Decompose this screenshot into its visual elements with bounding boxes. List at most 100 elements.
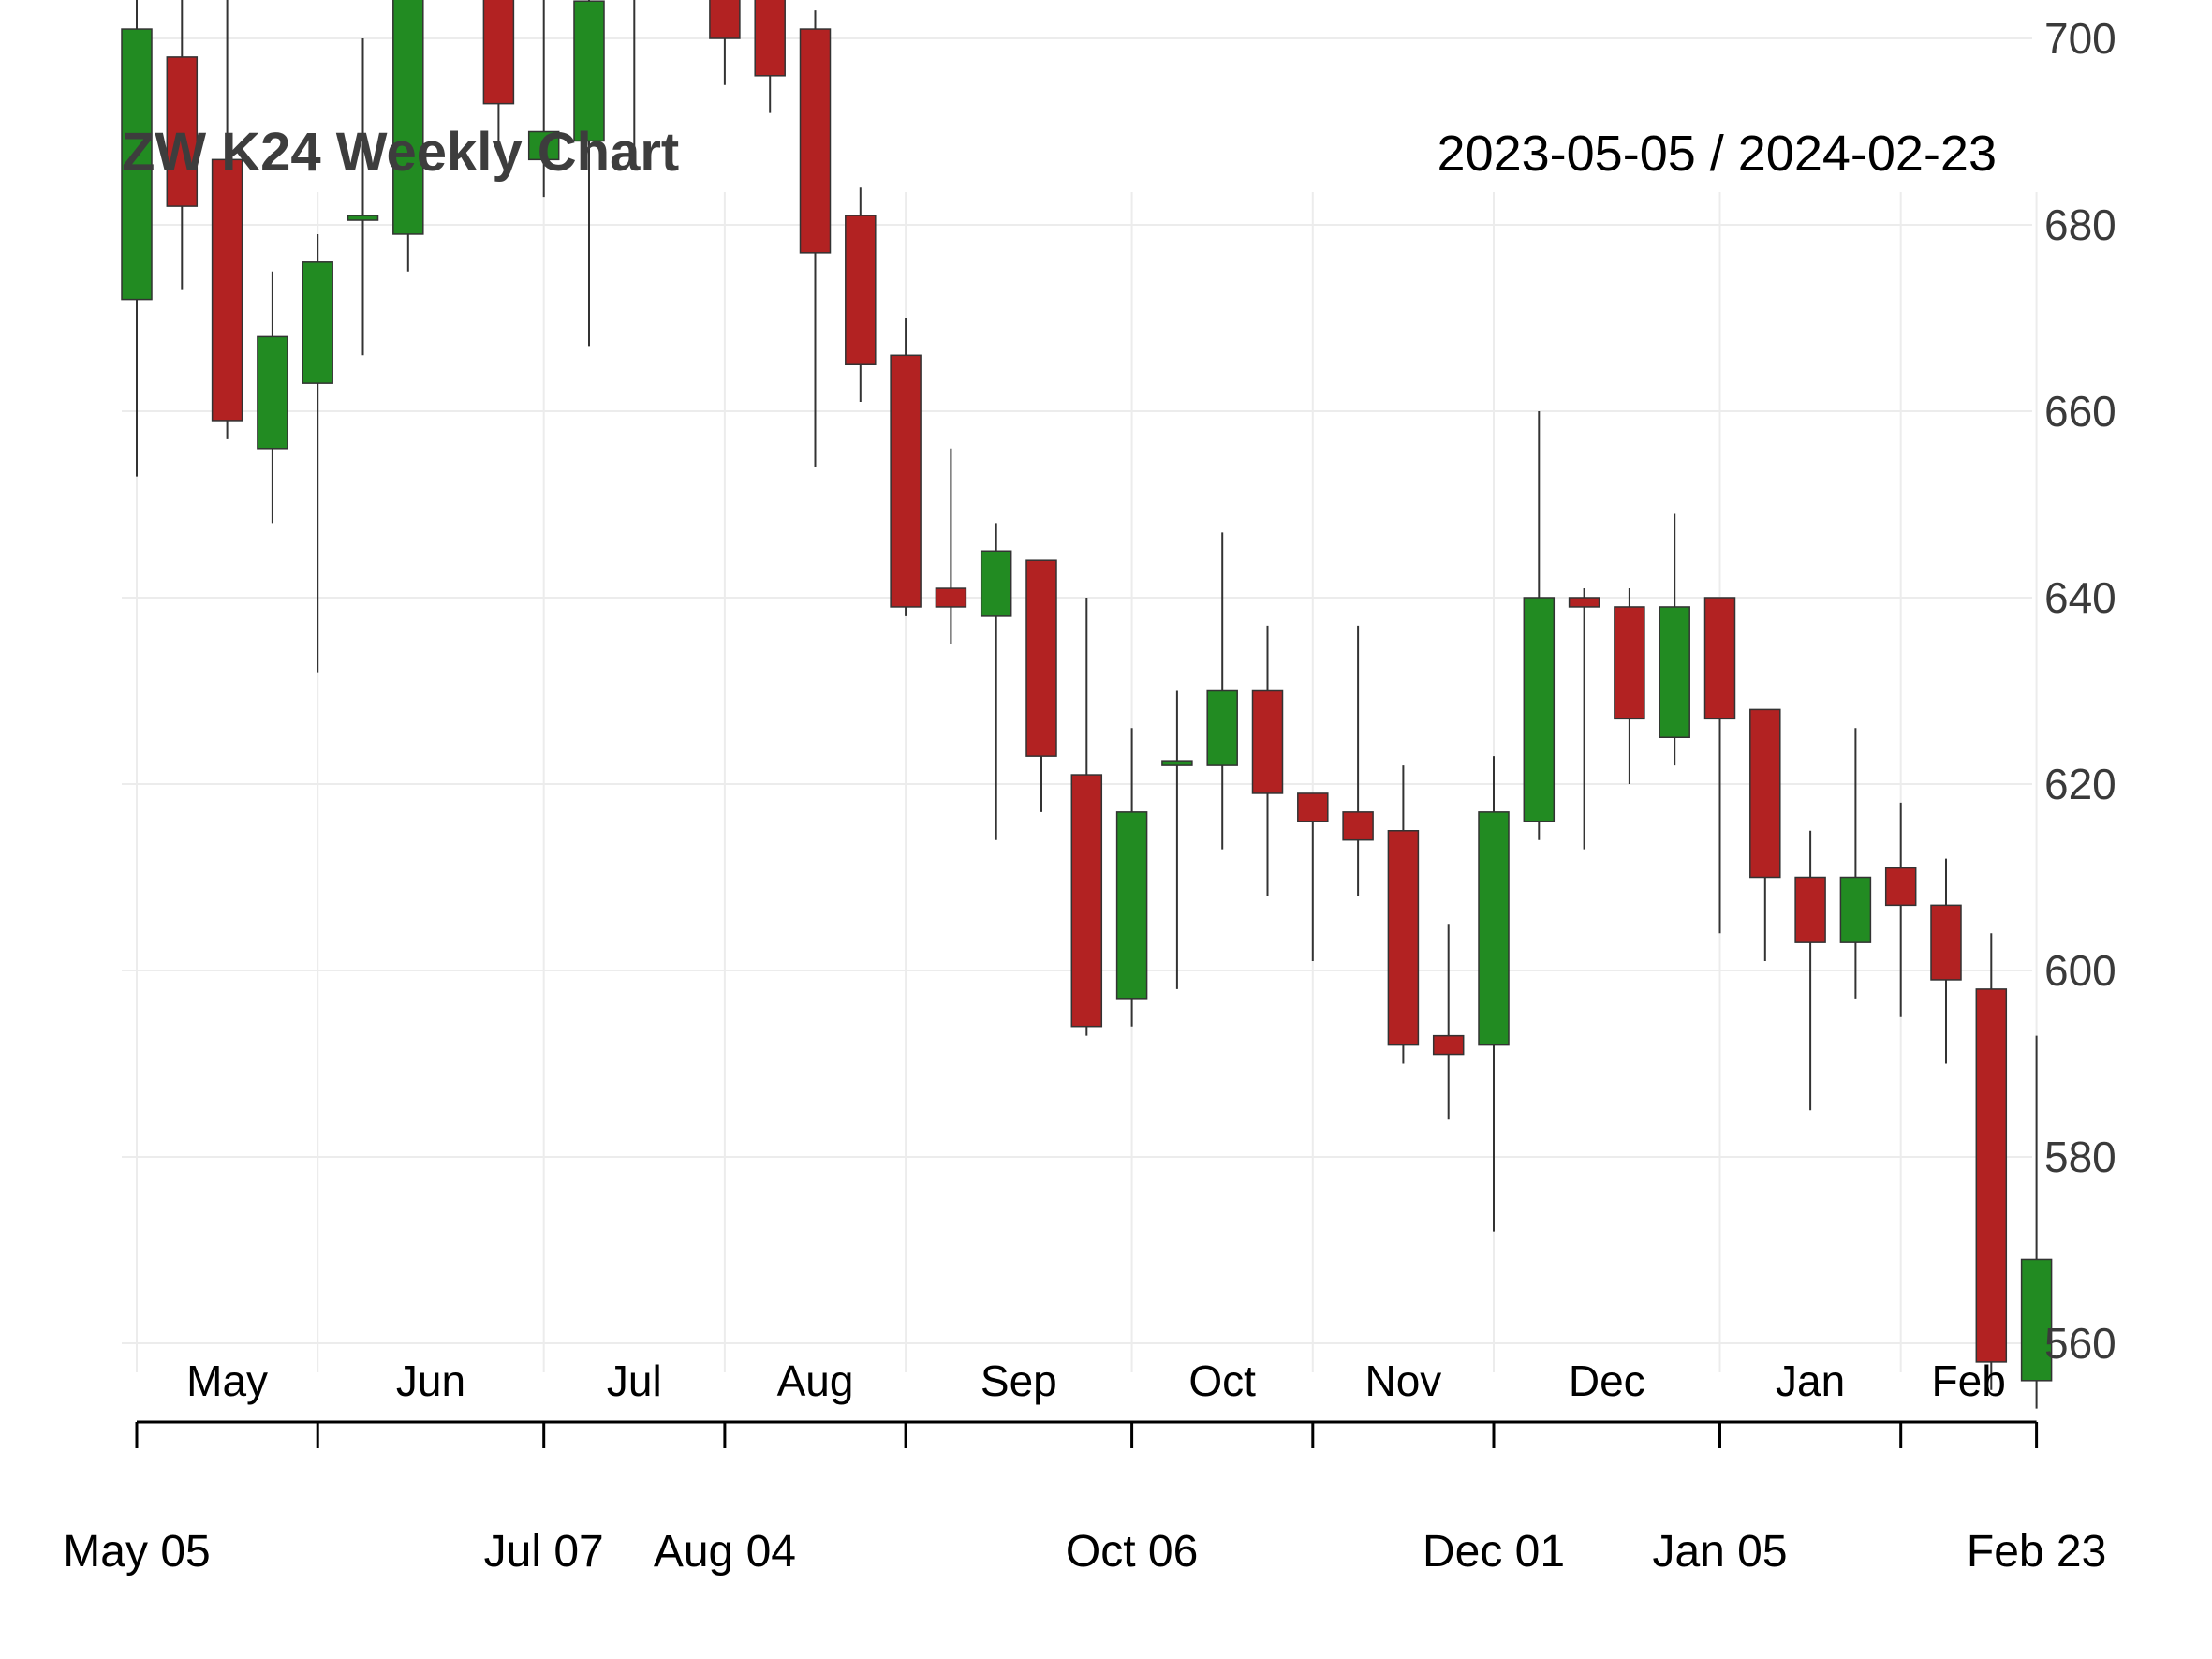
month-label: Dec (1569, 1356, 1645, 1405)
candle-body-down (935, 587, 967, 608)
candle (1703, 597, 1736, 934)
candle (1749, 708, 1781, 962)
candle-body-down (1387, 830, 1420, 1046)
candle-body-up (1115, 811, 1148, 1000)
candle-body-down (1703, 597, 1736, 720)
candle (1070, 598, 1103, 1036)
month-label: Sep (981, 1356, 1057, 1405)
candle-body-up (1206, 689, 1238, 766)
candle-body-down (1297, 792, 1329, 822)
month-label: Jul (607, 1356, 662, 1405)
candle (211, 0, 243, 439)
candle-body-down (709, 0, 741, 39)
candle-body-down (1251, 689, 1284, 794)
candle (347, 38, 379, 356)
candle (1614, 588, 1645, 784)
candle (1206, 532, 1238, 850)
candle (709, 0, 741, 85)
candle (1659, 513, 1690, 766)
candle (890, 318, 922, 616)
candle-body-up (302, 261, 333, 384)
date-tick-label: Feb 23 (1967, 1527, 2106, 1577)
candle (1025, 559, 1057, 812)
candle (1930, 858, 1962, 1064)
date-range-label: 2023-05-05 / 2024-02-23 (1438, 126, 1997, 182)
candle (1251, 625, 1284, 896)
candle-body-up (1478, 811, 1510, 1046)
candle-body-down (1884, 867, 1917, 907)
candle-body-up (2020, 1258, 2053, 1382)
candle-body-down (1568, 597, 1600, 608)
candle-body-down (1975, 988, 2008, 1363)
month-label: Jan (1776, 1356, 1845, 1405)
axis-layer: 560580600620640660680700720740760780800M… (63, 14, 2116, 1577)
candle-body-down (1930, 904, 1962, 981)
candle-body-down (1070, 774, 1103, 1028)
candle-body-down (211, 158, 243, 422)
month-label: Feb (1932, 1356, 2006, 1405)
candle-body-up (347, 215, 379, 221)
candle-body-down (482, 0, 515, 105)
candle-body-down (1794, 876, 1826, 943)
candle (121, 0, 153, 477)
chart-title: ZW K24 Weekly Chart (122, 122, 679, 183)
candle (482, 0, 515, 141)
candle-body-up (121, 28, 153, 301)
candle-body-down (1614, 606, 1645, 720)
candle-body-down (1342, 811, 1374, 841)
candle-body-down (166, 56, 199, 207)
y-tick-label: 640 (2044, 573, 2116, 622)
candle (754, 0, 786, 113)
candle (1523, 411, 1556, 840)
y-tick-label: 680 (2044, 200, 2116, 249)
y-tick-label: 620 (2044, 760, 2116, 808)
y-tick-label: 600 (2044, 946, 2116, 995)
candle-body-up (1161, 760, 1193, 766)
candle-body-up (392, 0, 424, 235)
candle (1568, 588, 1600, 850)
candle (573, 0, 605, 347)
candle (1297, 792, 1329, 962)
candle (2020, 1035, 2053, 1409)
candle-body-up (980, 550, 1012, 617)
candle-layer (121, 0, 2053, 1409)
candle-body-up (573, 0, 605, 142)
candle-body-down (1432, 1034, 1465, 1056)
y-tick-label: 580 (2044, 1133, 2116, 1181)
candle-body-down (1749, 708, 1781, 879)
candle-body-up (527, 130, 560, 161)
candle-body-up (1839, 876, 1872, 943)
candle-body-down (1025, 559, 1057, 757)
candle (1975, 933, 2008, 1390)
candle (935, 448, 967, 644)
candle (1884, 802, 1917, 1017)
candle (1839, 728, 1872, 999)
date-tick-label: Aug 04 (654, 1527, 796, 1577)
candle-body-up (1659, 606, 1690, 739)
candle (1794, 830, 1826, 1111)
candle (1432, 924, 1465, 1120)
candle-body-up (1523, 597, 1556, 822)
date-tick-label: Jul 07 (484, 1527, 604, 1577)
candle (1161, 690, 1193, 989)
candle (799, 10, 832, 467)
candle (633, 0, 636, 170)
month-label: Aug (777, 1356, 854, 1405)
y-tick-label: 660 (2044, 387, 2116, 436)
date-tick-label: Dec 01 (1423, 1527, 1565, 1577)
month-label: Nov (1364, 1356, 1441, 1405)
candle (1387, 765, 1420, 1064)
candle (1115, 728, 1148, 1027)
candle (166, 0, 199, 290)
month-label: May (186, 1356, 268, 1405)
date-tick-label: Jan 05 (1652, 1527, 1787, 1577)
candle-body-up (257, 335, 288, 450)
candle (302, 233, 333, 673)
candle (980, 523, 1012, 840)
date-tick-label: Oct 06 (1066, 1527, 1198, 1577)
candle (257, 271, 288, 524)
month-label: Jun (396, 1356, 465, 1405)
candle-body-down (799, 28, 832, 254)
candle-body-down (890, 354, 922, 608)
